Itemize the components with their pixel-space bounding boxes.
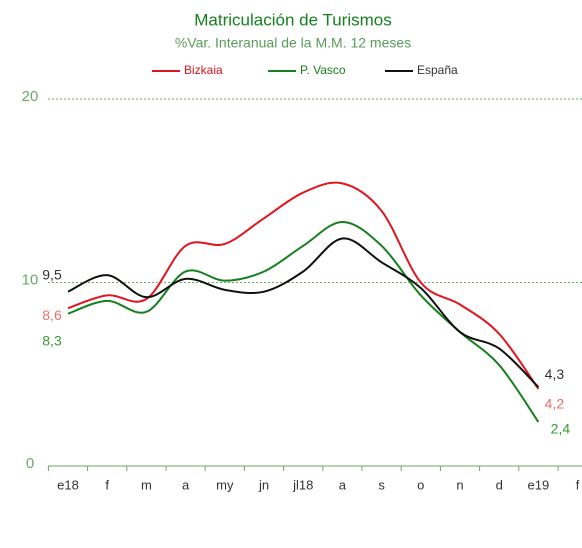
series-line xyxy=(67,237,540,388)
data-label: 8,3 xyxy=(42,332,62,348)
legend-label: España xyxy=(417,63,458,77)
data-label: 8,6 xyxy=(42,307,62,323)
x-tick-label: n xyxy=(456,477,463,492)
data-label: 4,3 xyxy=(545,366,565,382)
y-tick-label: 10 xyxy=(22,271,39,288)
data-label: 2,4 xyxy=(551,421,571,437)
x-tick-label: f xyxy=(105,477,109,492)
x-tick-label: jn xyxy=(258,477,269,492)
legend-label: Bizkaia xyxy=(184,63,223,77)
x-tick-label: a xyxy=(182,477,190,492)
x-tick-label: m xyxy=(141,477,152,492)
x-tick-label: f xyxy=(576,477,580,492)
y-tick-label: 20 xyxy=(22,88,39,105)
x-tick-label: e19 xyxy=(528,477,550,492)
x-tick-label: e18 xyxy=(57,477,79,492)
series-line xyxy=(67,220,540,423)
x-tick-label: jl18 xyxy=(292,477,313,492)
x-tick-label: a xyxy=(339,477,347,492)
data-label: 4,2 xyxy=(545,396,565,412)
chart-title: Matriculación de Turismos xyxy=(194,10,391,29)
x-tick-label: s xyxy=(378,477,385,492)
data-label: 9,5 xyxy=(42,266,62,282)
series-line xyxy=(67,181,540,390)
y-tick-label: 0 xyxy=(26,455,34,472)
x-tick-label: d xyxy=(496,477,503,492)
x-tick-label: o xyxy=(417,477,424,492)
chart-subtitle: %Var. Interanual de la M.M. 12 meses xyxy=(175,35,411,51)
x-tick-label: my xyxy=(216,477,234,492)
legend-label: P. Vasco xyxy=(300,63,346,77)
